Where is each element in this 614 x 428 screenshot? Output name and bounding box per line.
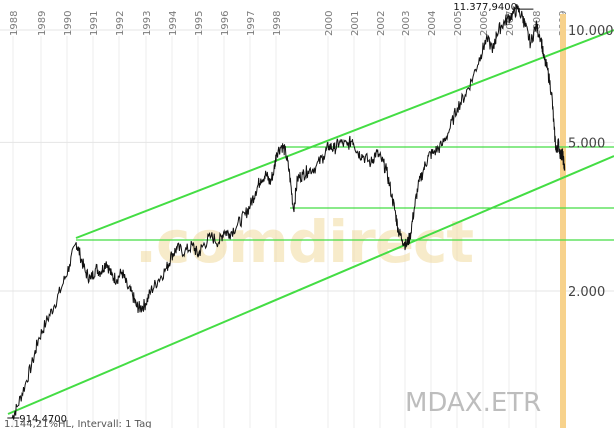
watermark-text: .comdirect (135, 208, 473, 276)
vertical-grid (12, 36, 563, 428)
year-label-1997: 1997 (246, 11, 257, 36)
year-label-1992: 1992 (115, 11, 126, 36)
year-label-1991: 1991 (89, 11, 100, 36)
chart-footer: 1.144,21%HL, Intervall: 1 Tag (4, 419, 152, 428)
year-label-2001: 2001 (350, 11, 361, 36)
year-label-2007: 2007 (505, 11, 516, 36)
year-label-1989: 1989 (37, 11, 48, 36)
y-tick-label-10000: 10.000 (568, 24, 614, 39)
year-label-2002: 2002 (376, 11, 387, 36)
year-label-2003: 2003 (401, 11, 412, 36)
price-series-line (11, 4, 566, 420)
year-label-2000: 2000 (324, 11, 335, 36)
y-tick-label-2000: 2.000 (568, 285, 605, 300)
current-date-marker (560, 14, 566, 428)
channel-lower (7, 155, 614, 415)
channel-upper (75, 29, 614, 239)
year-label-2005: 2005 (453, 11, 464, 36)
year-label-2004: 2004 (427, 11, 438, 36)
year-label-1998: 1998 (272, 11, 283, 36)
y-axis-labels: 10.000 5.000 2.000 (568, 24, 614, 300)
trend-channel-lines (7, 29, 614, 415)
year-label-2008: 2008 (532, 11, 543, 36)
high-annotation-label: 11.377,9400 (453, 2, 517, 13)
symbol-label: MDAX.ETR (405, 388, 541, 418)
year-label-1988: 1988 (9, 11, 20, 36)
horizontal-grid (0, 29, 614, 292)
price-annotations: 11.377,9400 914,4700 (7, 2, 534, 425)
year-label-1995: 1995 (194, 11, 205, 36)
year-label-2006: 2006 (479, 11, 490, 36)
x-axis-year-labels: 1988 1989 1990 1991 1992 1993 1994 1995 1996 1997… (9, 11, 569, 36)
year-label-1990: 1990 (63, 11, 74, 36)
year-label-1994: 1994 (168, 11, 179, 36)
low-annotation-label: 914,4700 (19, 414, 67, 425)
year-label-1996: 1996 (220, 11, 231, 36)
y-tick-label-5000: 5.000 (568, 136, 605, 151)
year-label-1993: 1993 (142, 11, 153, 36)
